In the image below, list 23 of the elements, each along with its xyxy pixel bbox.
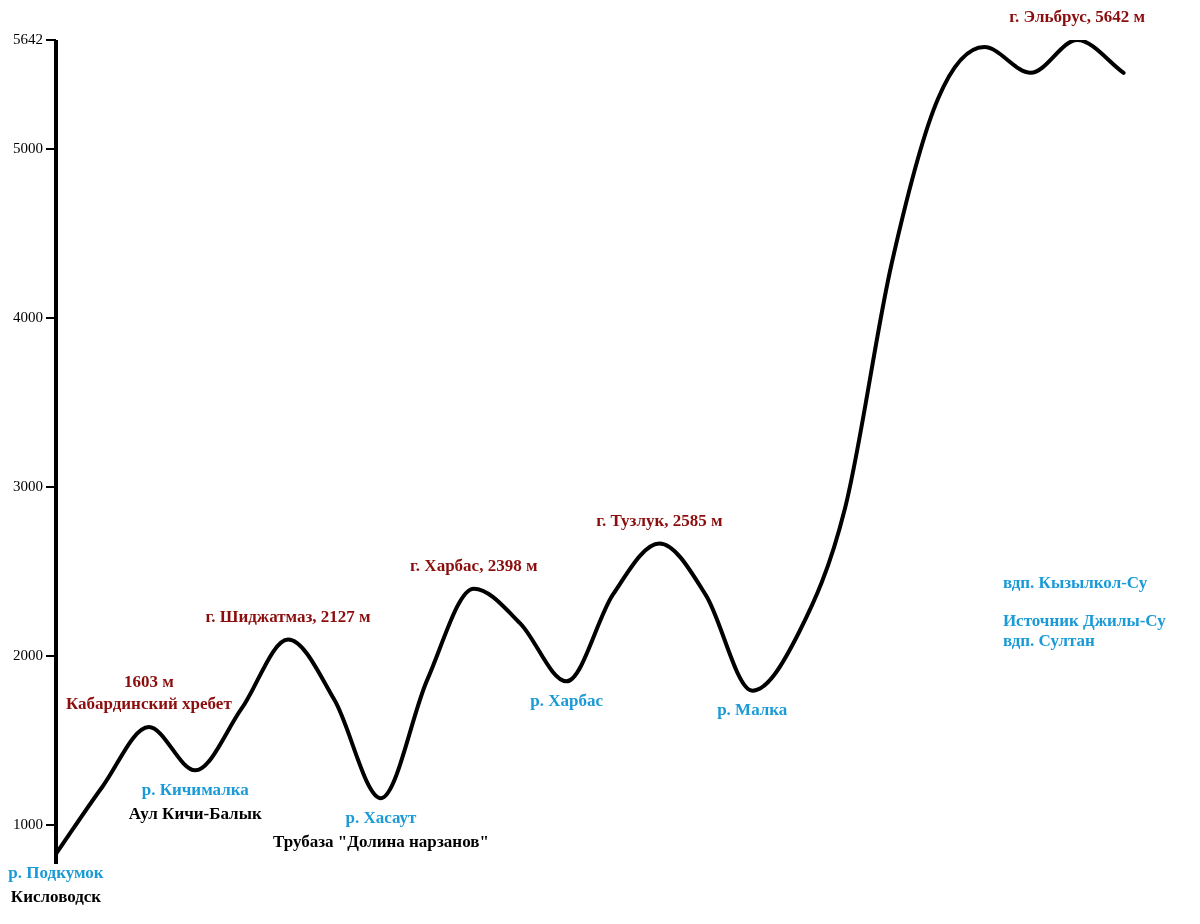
y-tick-label: 4000 bbox=[13, 308, 43, 325]
annotation: р. Кичималка bbox=[141, 779, 250, 799]
annotation: г. Шиджатмаз, 2127 м bbox=[205, 606, 372, 626]
annotation: Трубаза "Долина нарзанов" bbox=[272, 831, 489, 851]
annotation: г. Харбас, 2398 м bbox=[410, 556, 538, 576]
annotation: 1603 м bbox=[123, 672, 175, 692]
y-tick-label: 3000 bbox=[13, 477, 43, 494]
annotation: р. Харбас bbox=[530, 690, 604, 710]
annotation: г. Эльбрус, 5642 м bbox=[1009, 7, 1146, 27]
annotation: р. Подкумок bbox=[8, 863, 104, 883]
annotation: вдп. Султан bbox=[1002, 631, 1096, 651]
annotation: Кисловодск bbox=[10, 887, 102, 907]
annotation: Кабардинский хребет bbox=[65, 694, 233, 714]
annotation: р. Малка bbox=[717, 700, 788, 720]
annotation: Источник Джилы-Су bbox=[1002, 611, 1167, 631]
annotation: вдп. Кызылкол-Су bbox=[1002, 573, 1148, 593]
y-tick-label: 5642 bbox=[13, 30, 43, 47]
annotation: Аул Кичи-Балык bbox=[128, 803, 262, 823]
y-tick-label: 1000 bbox=[13, 816, 43, 833]
annotation: р. Хасаут bbox=[345, 807, 418, 827]
annotation: г. Тузлук, 2585 м bbox=[596, 510, 723, 530]
y-tick-label: 5000 bbox=[13, 139, 43, 156]
y-tick-label: 2000 bbox=[13, 646, 43, 663]
